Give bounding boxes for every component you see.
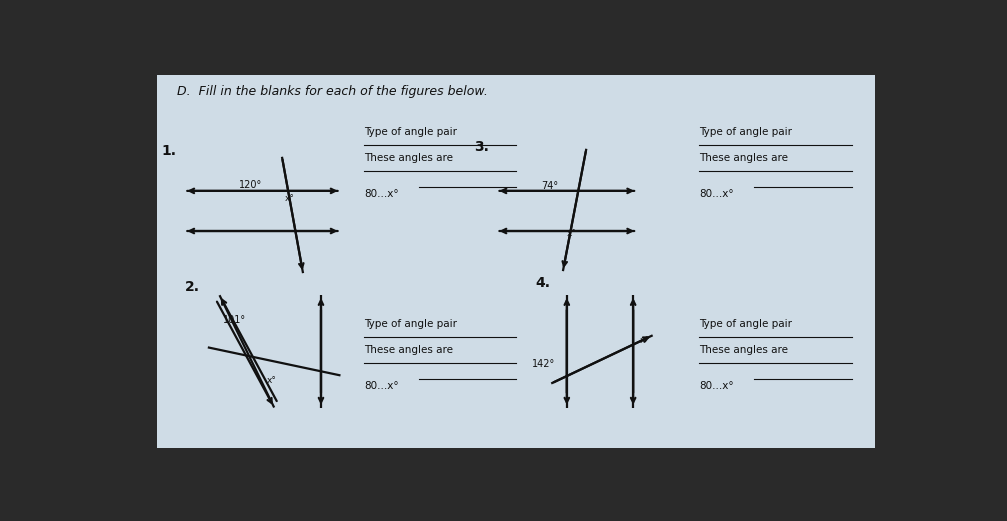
Text: These angles are: These angles are	[700, 345, 788, 355]
Text: 120°: 120°	[239, 180, 262, 190]
Text: 3.: 3.	[474, 140, 488, 154]
Text: Type of angle pair: Type of angle pair	[700, 127, 793, 137]
Text: These angles are: These angles are	[700, 153, 788, 163]
Text: x°: x°	[567, 229, 577, 238]
Text: These angles are: These angles are	[364, 345, 453, 355]
Text: x°: x°	[639, 337, 650, 345]
Text: 80...x°: 80...x°	[364, 189, 399, 199]
Text: x°: x°	[266, 377, 276, 386]
Text: 2.: 2.	[184, 280, 199, 294]
Text: 80...x°: 80...x°	[364, 381, 399, 391]
Text: 74°: 74°	[541, 181, 558, 191]
Text: Type of angle pair: Type of angle pair	[364, 127, 457, 137]
Text: 1.: 1.	[161, 144, 176, 158]
Text: Type of angle pair: Type of angle pair	[364, 319, 457, 329]
Text: 80...x°: 80...x°	[700, 189, 734, 199]
Text: 142°: 142°	[532, 359, 555, 369]
Text: These angles are: These angles are	[364, 153, 453, 163]
Text: x°: x°	[284, 194, 294, 203]
Text: 4.: 4.	[536, 276, 551, 290]
Text: 101°: 101°	[224, 315, 247, 325]
Text: D.  Fill in the blanks for each of the figures below.: D. Fill in the blanks for each of the fi…	[176, 84, 487, 97]
FancyBboxPatch shape	[157, 75, 875, 448]
Text: 80...x°: 80...x°	[700, 381, 734, 391]
Text: Type of angle pair: Type of angle pair	[700, 319, 793, 329]
